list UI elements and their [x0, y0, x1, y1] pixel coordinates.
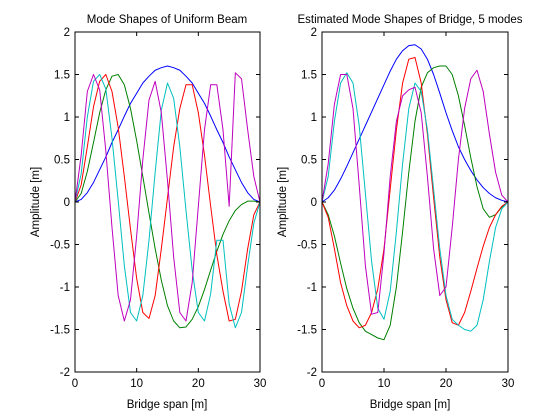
y-tick-label: 0.5 [54, 155, 70, 167]
series-line-1 [321, 44, 509, 203]
y-tick-label: -2 [60, 367, 70, 379]
series-line-3 [321, 57, 509, 329]
y-tick-label: -1 [307, 282, 317, 294]
x-tick-label: 0 [72, 378, 78, 390]
series-line-5 [74, 72, 261, 322]
y-tick-label: -2 [307, 367, 317, 379]
y-tick-label: -0.5 [50, 240, 70, 252]
y-tick-label: 1 [64, 112, 70, 124]
y-tick-label: 1.5 [54, 70, 70, 82]
y-tick-label: 0.5 [301, 155, 317, 167]
chart-right: Estimated Mode Shapes of Bridge, 5 modes… [277, 14, 523, 411]
y-tick-label: 2 [64, 27, 70, 39]
x-tick-label: 30 [254, 378, 267, 390]
x-tick-label: 30 [502, 378, 515, 390]
x-tick-label: 10 [130, 378, 143, 390]
y-axis-label: Amplitude [m] [30, 167, 42, 237]
y-tick-label: -1.5 [297, 325, 317, 337]
x-tick-label: 0 [319, 378, 325, 390]
x-axis-label: Bridge span [m] [127, 399, 208, 411]
y-tick-label: 0 [64, 197, 70, 209]
y-axis-label: Amplitude [m] [277, 167, 289, 237]
y-tick-label: 0 [311, 197, 317, 209]
y-tick-label: 1.5 [301, 70, 317, 82]
y-tick-label: -1 [60, 282, 70, 294]
chart-title: Estimated Mode Shapes of Bridge, 5 modes [297, 14, 522, 26]
y-tick-label: -0.5 [297, 240, 317, 252]
y-tick-label: 2 [311, 27, 317, 39]
x-tick-label: 20 [440, 378, 453, 390]
y-tick-label: -1.5 [50, 325, 70, 337]
plot-area: 0 10 20 30 -2 -1.5 -1 -0.5 0 0.5 1 1.5 2 [297, 27, 514, 390]
series-line-2 [321, 65, 509, 341]
series-group [74, 65, 261, 329]
series-group [321, 44, 509, 341]
plot-area: 0 10 20 30 -2 -1.5 -1 -0.5 0 0.5 1 1.5 2 [50, 27, 266, 390]
chart-title: Mode Shapes of Uniform Beam [87, 14, 247, 26]
chart-left: Mode Shapes of Uniform Beam 0 10 20 30-2-1.… [30, 14, 266, 411]
x-axis-label: Bridge span [m] [370, 399, 451, 411]
series-line-4 [74, 74, 261, 329]
series-line-5 [321, 69, 509, 315]
x-tick-label: 20 [192, 378, 205, 390]
series-line-4 [321, 72, 509, 332]
series-line-3 [74, 74, 261, 322]
x-tick-label: 10 [378, 378, 391, 390]
y-tick-label: 1 [311, 112, 317, 124]
